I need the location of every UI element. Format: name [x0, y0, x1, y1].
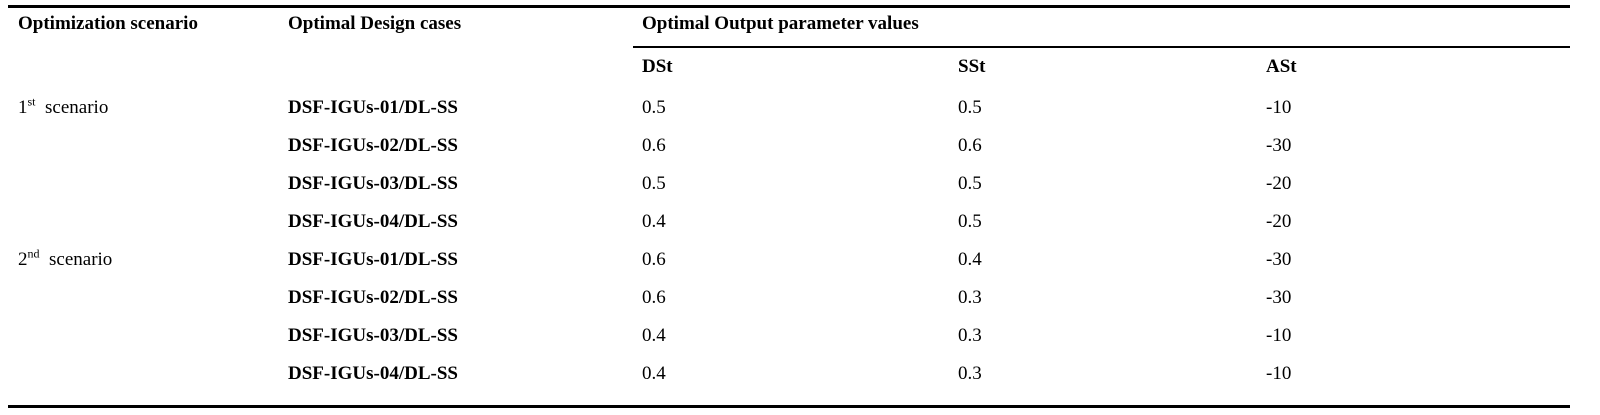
scenario-number: 2 [18, 249, 28, 270]
sst-cell: 0.4 [958, 249, 982, 270]
ast-cell: -10 [1266, 363, 1292, 384]
sst-cell: 0.5 [958, 211, 982, 232]
ast-cell: -30 [1266, 135, 1292, 156]
scenario-label: 2nd scenario [18, 248, 112, 272]
sst-cell: 0.3 [958, 287, 982, 308]
sst-cell: 0.3 [958, 325, 982, 346]
header-optimal-output-values: Optimal Output parameter values [642, 13, 919, 34]
design-case-cell: DSF-IGUs-01/DL-SS [288, 97, 458, 118]
dst-cell: 0.4 [642, 211, 666, 232]
header-optimal-design-cases: Optimal Design cases [288, 13, 462, 34]
ast-cell: -20 [1266, 211, 1292, 232]
ast-cell: -20 [1266, 173, 1292, 194]
design-case-cell: DSF-IGUs-04/DL-SS [288, 363, 458, 384]
sst-cell: 0.5 [958, 97, 982, 118]
dst-cell: 0.5 [642, 173, 666, 194]
design-case-cell: DSF-IGUs-03/DL-SS [288, 325, 458, 346]
scenario-number: 1 [18, 97, 28, 118]
ast-cell: -10 [1266, 97, 1292, 118]
design-case-cell: DSF-IGUs-04/DL-SS [288, 211, 458, 232]
scenario-text: scenario [45, 97, 109, 118]
design-case-cell: DSF-IGUs-02/DL-SS [288, 287, 458, 308]
scenario-ordinal-suffix: nd [27, 246, 40, 261]
design-case-cell: DSF-IGUs-03/DL-SS [288, 173, 458, 194]
scenario-ordinal-suffix: st [27, 94, 36, 109]
dst-cell: 0.6 [642, 287, 666, 308]
dst-cell: 0.4 [642, 363, 666, 384]
header-dst: DSt [642, 56, 673, 77]
ast-cell: -30 [1266, 249, 1292, 270]
output-group-rule [633, 46, 1570, 48]
dst-cell: 0.6 [642, 249, 666, 270]
sst-cell: 0.5 [958, 173, 982, 194]
sst-cell: 0.6 [958, 135, 982, 156]
bottom-rule [8, 405, 1570, 408]
sst-cell: 0.3 [958, 363, 982, 384]
header-ast: ASt [1266, 56, 1297, 77]
ast-cell: -30 [1266, 287, 1292, 308]
dst-cell: 0.4 [642, 325, 666, 346]
design-case-cell: DSF-IGUs-02/DL-SS [288, 135, 458, 156]
header-sst: SSt [958, 56, 986, 77]
scenario-label: 1st scenario [18, 96, 108, 120]
dst-cell: 0.6 [642, 135, 666, 156]
design-case-cell: DSF-IGUs-01/DL-SS [288, 249, 458, 270]
top-rule [8, 5, 1570, 8]
dst-cell: 0.5 [642, 97, 666, 118]
ast-cell: -10 [1266, 325, 1292, 346]
scenario-text: scenario [49, 249, 113, 270]
header-optimization-scenario: Optimization scenario [18, 13, 198, 34]
